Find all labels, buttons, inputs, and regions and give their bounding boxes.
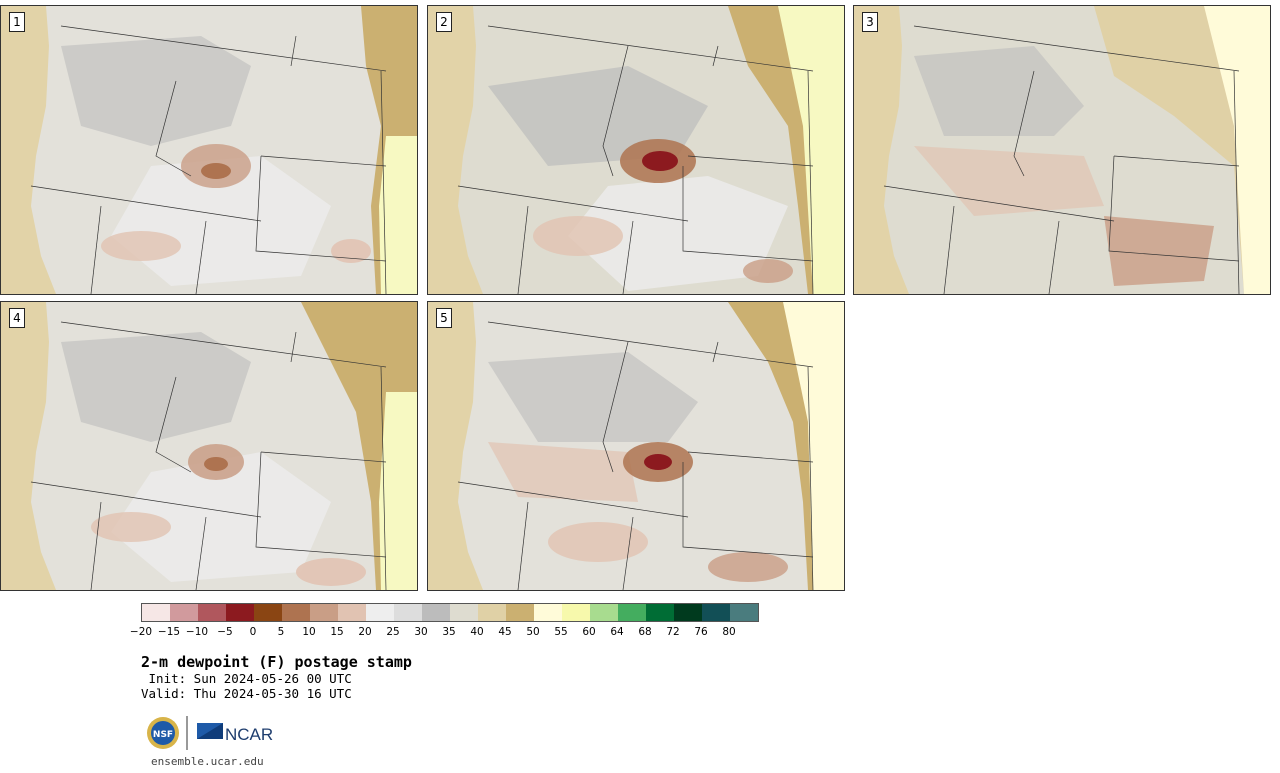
colorbar-swatch	[254, 604, 282, 621]
svg-text:NSF: NSF	[153, 730, 173, 740]
panel-number: 2	[436, 12, 452, 32]
colorbar-swatch	[646, 604, 674, 621]
map-panel-2: 2	[427, 5, 845, 295]
dewpoint-map	[854, 6, 1270, 294]
colorbar-tick-label: 5	[277, 626, 285, 638]
map-panel-5: 5	[427, 301, 845, 591]
colorbar-swatch	[198, 604, 226, 621]
map-panel-3: 3	[853, 5, 1271, 295]
colorbar-swatch	[562, 604, 590, 621]
colorbar-tick-label: 0	[249, 626, 257, 638]
colorbar-tick-label: 60	[582, 626, 596, 638]
colorbar-tick-label: 35	[442, 626, 456, 638]
colorbar-swatch	[674, 604, 702, 621]
chart-title: 2-m dewpoint (F) postage stamp	[141, 653, 412, 671]
colorbar-tick-label: −15	[157, 626, 181, 638]
nsf-logo-icon: NSF NCAR	[147, 716, 273, 750]
colorbar-tick-label: 50	[526, 626, 540, 638]
dewpoint-map	[428, 6, 844, 294]
site-url: ensemble.ucar.edu	[151, 755, 264, 768]
colorbar	[141, 603, 759, 622]
colorbar-tick-label: 68	[638, 626, 652, 638]
colorbar-swatch	[534, 604, 562, 621]
colorbar-tick-label: −20	[129, 626, 153, 638]
colorbar-tick-label: 55	[554, 626, 568, 638]
nsf-ncar-logo: NSF NCAR	[145, 713, 275, 753]
colorbar-swatch	[226, 604, 254, 621]
colorbar-tick-label: 80	[722, 626, 736, 638]
colorbar-tick-label: 30	[414, 626, 428, 638]
colorbar-tick-label: 40	[470, 626, 484, 638]
colorbar-swatch	[618, 604, 646, 621]
valid-time: Valid: Thu 2024-05-30 16 UTC	[141, 686, 352, 701]
dewpoint-map	[1, 6, 417, 294]
colorbar-tick-label: −5	[217, 626, 233, 638]
colorbar-swatch	[338, 604, 366, 621]
svg-text:NCAR: NCAR	[225, 725, 273, 744]
colorbar-swatch	[478, 604, 506, 621]
panel-number: 4	[9, 308, 25, 328]
colorbar-swatch	[170, 604, 198, 621]
colorbar-tick-label: −10	[185, 626, 209, 638]
map-panel-1: 1	[0, 5, 418, 295]
colorbar-swatch	[450, 604, 478, 621]
colorbar-swatch	[394, 604, 422, 621]
colorbar-tick-label: 20	[358, 626, 372, 638]
colorbar-swatch	[366, 604, 394, 621]
colorbar-swatch	[142, 604, 170, 621]
map-panel-4: 4	[0, 301, 418, 591]
colorbar-swatch	[730, 604, 758, 621]
colorbar-tick-label: 25	[386, 626, 400, 638]
colorbar-tick-label: 15	[330, 626, 344, 638]
panel-number: 3	[862, 12, 878, 32]
colorbar-tick-label: 64	[610, 626, 624, 638]
colorbar-swatch	[702, 604, 730, 621]
colorbar-swatch	[422, 604, 450, 621]
colorbar-swatch	[282, 604, 310, 621]
colorbar-tick-label: 76	[694, 626, 708, 638]
init-time: Init: Sun 2024-05-26 00 UTC	[141, 671, 352, 686]
colorbar-ticks: −20 −15 −10 −5 0 5 10 15 20 25 30 35 40 45 50 55 60 64 68 7…	[130, 626, 761, 640]
colorbar-swatch	[506, 604, 534, 621]
colorbar-tick-label: 72	[666, 626, 680, 638]
colorbar-tick-label: 10	[302, 626, 316, 638]
colorbar-swatch	[590, 604, 618, 621]
colorbar-swatch	[310, 604, 338, 621]
panel-number: 1	[9, 12, 25, 32]
panel-number: 5	[436, 308, 452, 328]
dewpoint-map	[1, 302, 417, 590]
dewpoint-map	[428, 302, 844, 590]
colorbar-tick-label: 45	[498, 626, 512, 638]
